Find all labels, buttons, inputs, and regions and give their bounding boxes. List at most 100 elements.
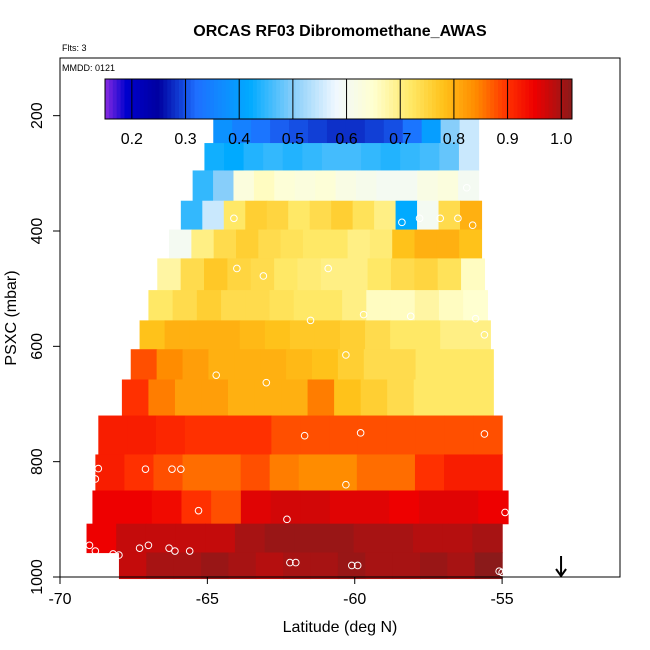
plot-frame	[59, 57, 621, 578]
y-axis-label: PSXC (mbar)	[3, 270, 20, 365]
heatmap-cell	[175, 523, 206, 554]
colorbar-segment	[513, 79, 519, 119]
colorbar-segment	[486, 79, 491, 119]
heatmap-cell	[146, 552, 175, 580]
sample-marker	[177, 465, 185, 473]
heatmap-cell	[459, 117, 480, 144]
heatmap-cell	[365, 320, 391, 350]
colorbar-segment	[260, 79, 266, 119]
heatmap-cell	[204, 258, 228, 291]
colorbar-segment	[155, 79, 160, 119]
colorbar-segment	[213, 79, 219, 119]
heatmap-cell	[352, 200, 375, 231]
colorbar-segment	[455, 79, 460, 119]
chart-title: ORCAS RF03 Dibromomethane_AWAS	[193, 23, 487, 40]
colorbar-segment	[389, 79, 394, 119]
heatmap-cell	[213, 170, 235, 202]
colorbar-segment	[369, 79, 375, 119]
heatmap-cell	[325, 229, 349, 259]
heatmap-cell	[294, 523, 325, 554]
heatmap-cell	[387, 379, 415, 417]
heatmap-cell	[192, 170, 214, 202]
heatmap-cell	[286, 349, 313, 381]
y-tick-label: 1000	[29, 559, 46, 595]
sample-marker	[94, 464, 103, 473]
colorbar-segment	[202, 79, 207, 119]
colorbar-segment	[478, 79, 483, 119]
colorbar-segment	[365, 79, 371, 119]
heatmap-cell	[314, 320, 341, 350]
heatmap-cell	[440, 117, 461, 144]
heatmap-cell	[438, 290, 464, 321]
colorbar-segment	[295, 79, 301, 119]
colorbar-segment	[552, 79, 557, 119]
heatmap-cell	[458, 143, 480, 172]
colorbar-segment	[252, 79, 258, 119]
heatmap-cell	[250, 258, 275, 291]
sample-marker	[109, 550, 117, 558]
heatmap-cell	[320, 258, 345, 291]
heatmap-cell	[255, 552, 284, 580]
heatmap-cell	[236, 229, 259, 259]
heatmap-cell	[245, 200, 268, 231]
heatmap-cell	[467, 349, 494, 381]
heatmap-cell	[341, 143, 362, 172]
heatmap-cell	[258, 229, 282, 259]
sample-marker	[462, 183, 471, 192]
colorbar-segment	[140, 79, 145, 119]
heatmap-cell	[436, 229, 460, 259]
heatmap-cell	[389, 349, 417, 381]
sample-marker	[347, 561, 356, 570]
colorbar-segment	[206, 79, 211, 119]
heatmap-cell	[347, 229, 371, 259]
heatmap-cell	[253, 170, 275, 202]
colorbar-segment	[536, 79, 542, 119]
sample-marker	[342, 480, 350, 489]
heatmap-cell	[459, 229, 483, 259]
colorbar-segment	[287, 79, 293, 119]
heatmap-cell	[363, 349, 391, 381]
colorbar-segment	[474, 79, 480, 119]
colorbar-tick-label: 0.7	[389, 131, 411, 148]
heatmap-cell	[359, 490, 390, 525]
colorbar-segment	[194, 79, 199, 119]
heatmap-cell	[463, 290, 488, 321]
heatmap-cell	[98, 415, 128, 456]
colorbar-segment	[435, 79, 441, 119]
y-tick-label: 800	[29, 448, 46, 475]
heatmap-cell	[331, 200, 354, 231]
heatmap-cell	[95, 454, 126, 492]
heatmap-cell	[312, 349, 339, 381]
heatmap-cell	[274, 258, 299, 291]
heatmap-cell	[392, 552, 421, 580]
colorbar-segment	[490, 79, 495, 119]
heatmap-cell	[270, 117, 290, 144]
colorbar-segment	[116, 79, 122, 119]
heatmap-cell	[413, 379, 441, 417]
sample-marker	[471, 314, 480, 323]
heatmap-cell	[157, 258, 182, 291]
colorbar-segment	[447, 79, 452, 119]
heatmap-cell	[440, 379, 468, 417]
colorbar-segment	[210, 79, 215, 119]
colorbar-segment	[564, 79, 569, 119]
heatmap-cell	[184, 415, 215, 456]
colorbar-segment	[307, 79, 312, 119]
heatmap-cell	[181, 490, 212, 525]
y-tick-label: 600	[29, 333, 46, 360]
colorbar-segment	[225, 79, 231, 119]
heatmap-cell	[448, 490, 479, 525]
heatmap-cell	[156, 415, 186, 456]
sample-marker	[168, 465, 176, 473]
heatmap-cell	[365, 552, 394, 580]
heatmap-cell	[356, 454, 387, 492]
heatmap-cell	[164, 320, 191, 350]
heatmap-cell	[260, 349, 287, 381]
heatmap-cell	[390, 258, 415, 291]
colorbar-segment	[420, 79, 425, 119]
heatmap-cell	[466, 379, 494, 417]
colorbar-segment	[233, 79, 238, 119]
heatmap-cell	[438, 200, 461, 231]
heatmap-cell	[263, 143, 284, 172]
